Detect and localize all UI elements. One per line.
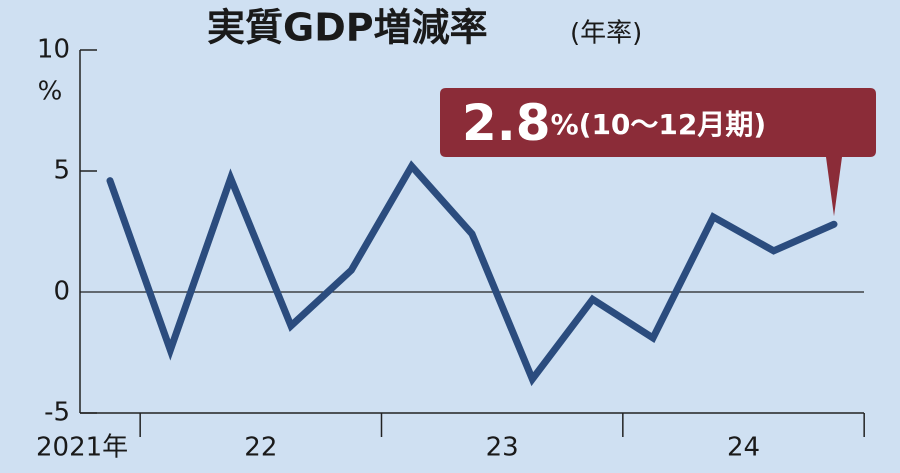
data-line	[106, 160, 838, 387]
x-group-label: 22	[244, 433, 277, 463]
callout-box	[440, 88, 876, 217]
callout-unit: %	[551, 108, 579, 141]
y-unit: %	[38, 77, 63, 107]
chart-title: 実質GDP増減率	[207, 6, 488, 50]
y-tick-label: 10	[37, 35, 70, 65]
x-group-label: 23	[486, 433, 519, 463]
x-group-label: 24	[727, 433, 760, 463]
y-tick-label: 0	[53, 277, 70, 307]
chart-subtitle: (年率)	[570, 19, 642, 49]
callout-value: 2.8	[462, 94, 551, 152]
callout-period: (10〜12月期)	[579, 108, 767, 141]
y-tick-label: 5	[53, 156, 70, 186]
x-group-label: 2021年	[36, 433, 128, 463]
y-tick-label: -5	[44, 398, 70, 428]
callout-text: 2.8%(10〜12月期)	[462, 94, 766, 152]
